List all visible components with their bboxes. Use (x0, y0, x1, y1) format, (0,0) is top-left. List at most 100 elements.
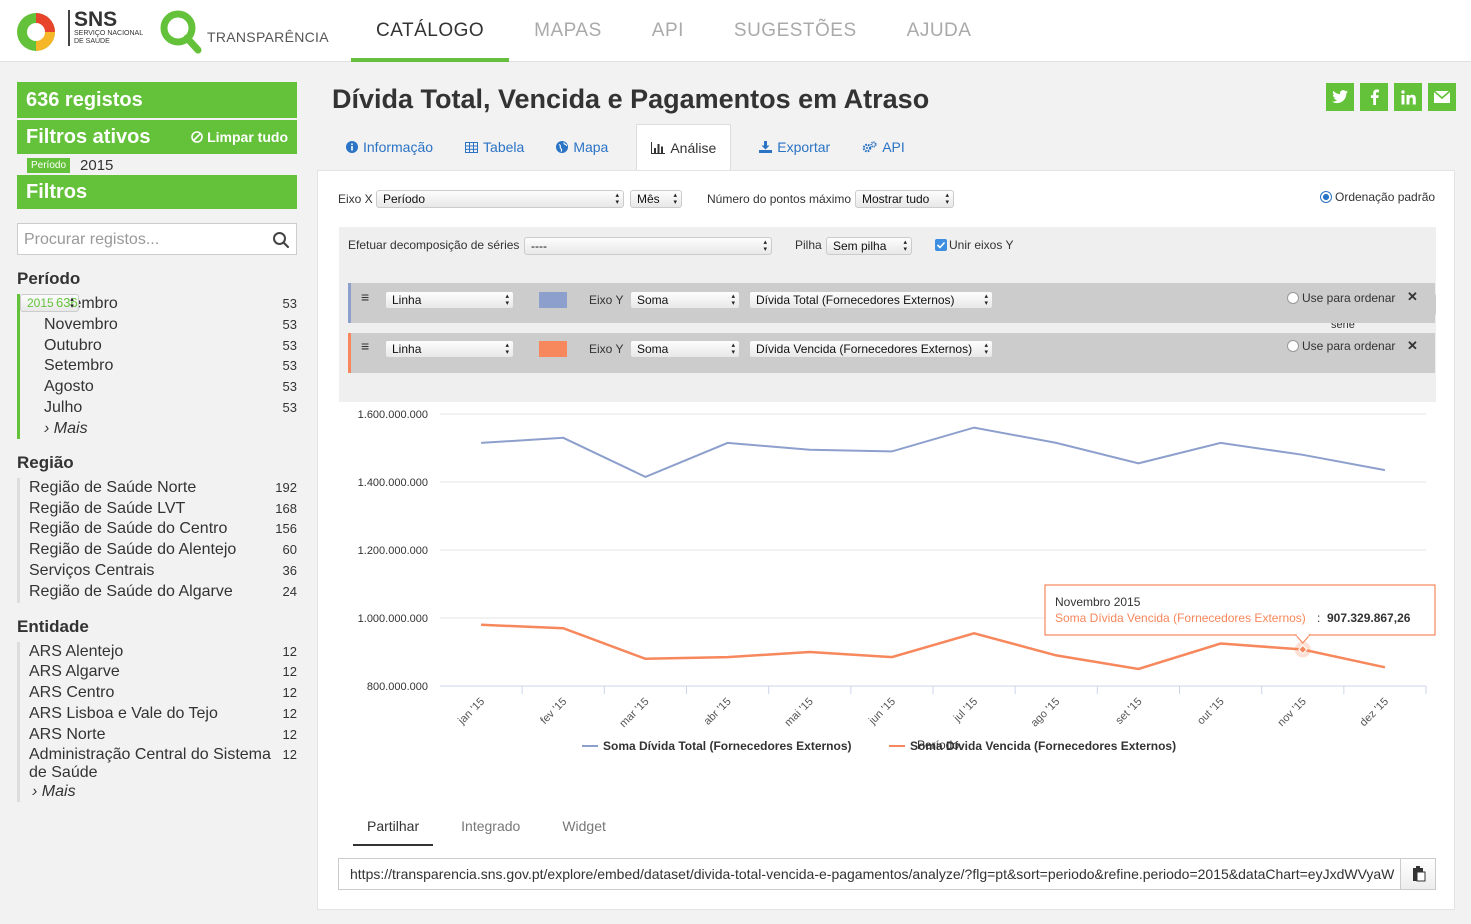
tab-tabela[interactable]: Tabela (449, 124, 540, 170)
tab-informacao[interactable]: Informação (330, 124, 449, 170)
search-icon[interactable] (272, 231, 290, 249)
sns-acronym: SNS (74, 8, 118, 31)
tab-exportar[interactable]: Exportar (743, 124, 846, 170)
series-field-select[interactable]: Dívida Total (Fornecedores Externos) (749, 291, 993, 309)
remove-series-icon[interactable]: ✕ (1407, 289, 1418, 304)
x-axis-select[interactable]: Período (376, 190, 624, 208)
filter-sidebar: 636 registos Filtros ativos Limpar tudo … (17, 82, 297, 802)
facet-item-2015[interactable]: 2015 636 (20, 294, 79, 312)
facet-item-ars-norte[interactable]: ARS Norte 12 (20, 725, 297, 746)
share-tabs: Partilhar Integrado Widget (353, 816, 634, 846)
facebook-icon[interactable] (1360, 83, 1388, 111)
tooltip-series-name: Soma Dívida Vencida (Fornecedores Extern… (1055, 611, 1306, 625)
facet-item-label: Setembro (44, 357, 114, 375)
x-axis-label: Eixo X (338, 192, 373, 206)
facet-item-agosto[interactable]: Agosto 53 (20, 377, 297, 398)
facet-item-lvt[interactable]: Região de Saúde LVT 168 (20, 499, 297, 520)
x-tick-label: out '15 (1195, 696, 1227, 728)
search-input[interactable]: Procurar registos... (17, 223, 297, 255)
facet-item-ars-algarve[interactable]: ARS Algarve 12 (20, 662, 297, 683)
x-axis-unit-select[interactable]: Mês (630, 190, 682, 208)
tooltip-value: 907.329.867,26 (1327, 611, 1411, 625)
facet-item-novembro[interactable]: Novembro 53 (20, 315, 297, 336)
facet-item-julho[interactable]: Julho 53 (20, 398, 297, 419)
series-color-swatch[interactable] (539, 341, 567, 357)
tab-integrado[interactable]: Integrado (461, 818, 521, 834)
active-filter-periodo[interactable]: Período 2015 (27, 156, 297, 174)
active-filter-value: 2015 (80, 156, 114, 174)
facet-item-servicos-centrais[interactable]: Serviços Centrais 36 (20, 561, 297, 582)
email-icon[interactable] (1428, 83, 1456, 111)
x-tick-label: mai '15 (783, 696, 816, 729)
tab-api[interactable]: API (846, 124, 921, 170)
series-type-select[interactable]: Linha (385, 291, 514, 309)
series-accent (348, 283, 351, 323)
drag-handle-icon[interactable]: ≡ (361, 338, 370, 354)
line-chart[interactable]: 800.000.000 1.000.000.000 1.200.000.000 1.4… (318, 401, 1454, 801)
series-type-select[interactable]: Linha (385, 340, 514, 358)
tab-widget[interactable]: Widget (562, 818, 606, 834)
nav-mapas[interactable]: MAPAS (534, 20, 602, 41)
max-points-select[interactable]: Mostrar tudo (855, 190, 954, 208)
sns-subtitle-1: Serviço Nacional (74, 30, 144, 37)
series-color-swatch[interactable] (539, 292, 567, 308)
facet-item-count: 60 (282, 542, 297, 558)
embed-url-field[interactable]: https://transparencia.sns.gov.pt/explore… (338, 858, 1436, 890)
tab-partilhar[interactable]: Partilhar (353, 816, 434, 846)
decomposition-select[interactable]: ---- (524, 237, 772, 255)
nav-api[interactable]: API (651, 20, 684, 41)
nav-ajuda[interactable]: AJUDA (906, 20, 972, 41)
series-agg-select[interactable]: Soma (630, 291, 740, 309)
facet-item-label: Região de Saúde do Algarve (29, 582, 233, 600)
nav-catalogo[interactable]: CATÁLOGO (351, 0, 510, 62)
tab-analise[interactable]: Análise (636, 124, 732, 170)
use-for-order-radio[interactable]: Use para ordenar (1287, 339, 1395, 353)
facet-item-acss[interactable]: Administração Central do Sistema de Saúd… (20, 746, 297, 782)
facet-entidade-more-link[interactable]: › Mais (32, 782, 76, 800)
twitter-icon[interactable] (1326, 83, 1354, 111)
info-icon (346, 141, 358, 153)
sns-logo-icon[interactable] (16, 12, 56, 52)
nav-sugestoes[interactable]: SUGESTÕES (733, 20, 857, 41)
facet-entidade-list: ARS Alentejo 12 ARS Algarve 12 ARS Centro 1… (17, 641, 297, 802)
linkedin-icon[interactable] (1394, 83, 1422, 111)
facet-item-count: 53 (282, 358, 297, 374)
use-for-order-radio[interactable]: Use para ordenar (1287, 291, 1395, 305)
facet-item-count: 12 (282, 705, 297, 721)
table-icon (465, 141, 479, 153)
filters-header: Filtros (17, 175, 297, 209)
drag-handle-icon[interactable]: ≡ (361, 289, 370, 305)
sns-wordmark[interactable]: SNS Serviço Nacional de Saúde (68, 8, 144, 46)
facet-item-norte[interactable]: Região de Saúde Norte 192 (20, 478, 297, 499)
join-y-axes-checkbox[interactable]: Unir eixos Y (935, 238, 1013, 252)
clear-all-button[interactable]: Limpar tudo (191, 120, 288, 154)
facet-item-setembro[interactable]: Setembro 53 (20, 356, 297, 377)
copy-button[interactable] (1400, 859, 1435, 889)
y-axis-label: Eixo Y (589, 342, 624, 356)
series-row-2: ≡ Linha Eixo Y Soma Dívida Vencida (Forn… (348, 333, 1435, 373)
default-order-radio[interactable]: Ordenação padrão (1320, 190, 1435, 204)
facet-item-ars-centro[interactable]: ARS Centro 12 (20, 683, 297, 704)
tab-mapa[interactable]: Mapa (540, 124, 624, 170)
facet-periodo-more-link[interactable]: › Mais (44, 419, 88, 437)
series-agg-select[interactable]: Soma (630, 340, 740, 358)
legend-item-2: Soma Dívida Vencida (Fornecedores Extern… (910, 739, 1176, 753)
active-filters-header: Filtros ativos Limpar tudo (17, 120, 297, 154)
facet-item-ars-alentejo[interactable]: ARS Alentejo 12 (20, 642, 297, 663)
checkbox-checked-icon (935, 239, 947, 251)
remove-series-icon[interactable]: ✕ (1407, 338, 1418, 353)
facet-item-centro[interactable]: Região de Saúde do Centro 156 (20, 519, 297, 540)
facet-item-algarve[interactable]: Região de Saúde do Algarve 24 (20, 582, 297, 603)
series-field-select[interactable]: Dívida Vencida (Fornecedores Externos) (749, 340, 993, 358)
x-tick-label: jul '15 (951, 696, 980, 725)
page-title: Dívida Total, Vencida e Pagamentos em At… (332, 84, 930, 114)
facet-regiao-list: Região de Saúde Norte 192 Região de Saúde… (17, 477, 297, 603)
facet-item-alentejo[interactable]: Região de Saúde do Alentejo 60 (20, 540, 297, 561)
facet-item-count: 53 (282, 316, 297, 332)
facet-item-count: 36 (282, 562, 297, 578)
facet-item-outubro[interactable]: Outubro 53 (20, 336, 297, 357)
stack-select[interactable]: Sem pilha (826, 237, 912, 255)
transparencia-logo-icon[interactable] (160, 10, 202, 54)
facet-item-ars-lvt[interactable]: ARS Lisboa e Vale do Tejo 12 (20, 704, 297, 725)
